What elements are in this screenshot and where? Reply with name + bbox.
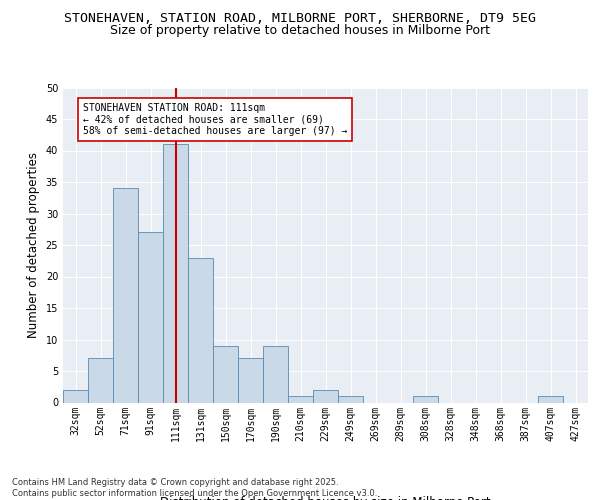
Bar [213, 346, 238, 403]
Bar [63, 390, 88, 402]
Text: Contains HM Land Registry data © Crown copyright and database right 2025.
Contai: Contains HM Land Registry data © Crown c… [12, 478, 377, 498]
Bar [238, 358, 263, 403]
Bar [188, 258, 213, 402]
Bar [263, 346, 288, 403]
Text: STONEHAVEN STATION ROAD: 111sqm
← 42% of detached houses are smaller (69)
58% of: STONEHAVEN STATION ROAD: 111sqm ← 42% of… [83, 104, 347, 136]
Bar [538, 396, 563, 402]
Bar [88, 358, 113, 403]
Bar [288, 396, 313, 402]
Text: Size of property relative to detached houses in Milborne Port: Size of property relative to detached ho… [110, 24, 490, 37]
Bar [313, 390, 338, 402]
X-axis label: Distribution of detached houses by size in Milborne Port: Distribution of detached houses by size … [160, 496, 491, 500]
Bar [338, 396, 363, 402]
Y-axis label: Number of detached properties: Number of detached properties [27, 152, 40, 338]
Bar [113, 188, 138, 402]
Text: STONEHAVEN, STATION ROAD, MILBORNE PORT, SHERBORNE, DT9 5EG: STONEHAVEN, STATION ROAD, MILBORNE PORT,… [64, 12, 536, 26]
Bar [138, 232, 163, 402]
Bar [413, 396, 438, 402]
Bar [163, 144, 188, 403]
